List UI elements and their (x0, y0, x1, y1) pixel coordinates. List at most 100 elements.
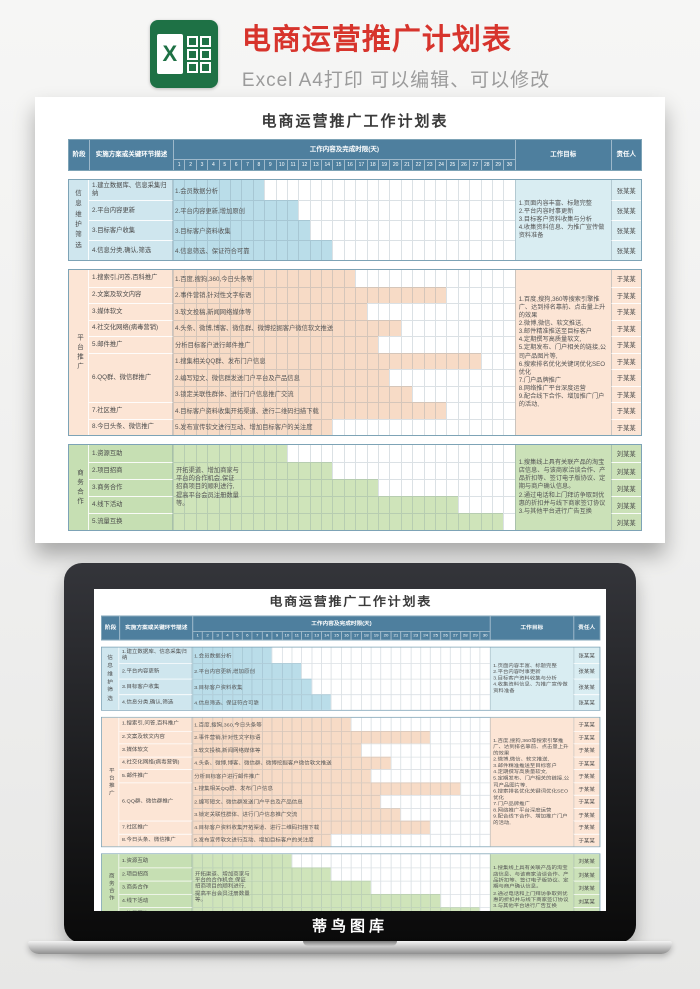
desc-cell: 5.流量互换 (89, 513, 173, 530)
gantt-bar-cell (390, 807, 401, 821)
gantt-bar-cell (446, 352, 458, 369)
gantt-cell (480, 369, 492, 386)
gantt-bar-cell (173, 303, 185, 320)
gantt-bar-cell (271, 717, 282, 731)
gantt-bar-cell (261, 867, 272, 881)
gantt-bar-cell (380, 907, 391, 911)
gantt-cell (286, 445, 298, 462)
gantt-cell (360, 663, 371, 679)
gantt-cell (503, 240, 515, 260)
gantt-cell (420, 743, 431, 757)
gantt-cell (503, 270, 514, 287)
gantt-bar-cell (275, 402, 287, 419)
gantt-bar-cell (252, 240, 265, 260)
gantt-cell (469, 445, 480, 462)
gantt-cell (430, 717, 440, 731)
gantt-bar-cell (275, 385, 287, 402)
gantt-bar-cell (380, 730, 391, 744)
desc-cell: 2.文案及软文内容 (119, 730, 193, 744)
gantt-cell (479, 663, 490, 679)
gantt-bar-cell (281, 663, 292, 679)
section-block: 信息维护筛选 1.建立数据库、信息采集归纳 2.平台内容更新 3.目标客户收集 4.信息… (101, 646, 601, 711)
day-label: 25 (446, 159, 458, 170)
gantt-bar-cell (400, 385, 413, 402)
gantt-cell (423, 336, 435, 353)
gantt-bar-cell (286, 369, 299, 386)
day-label: 29 (469, 631, 480, 640)
gantt-bar-cell (390, 907, 401, 911)
gantt-cell (400, 369, 413, 386)
gantt-bar-cell (311, 717, 322, 731)
gantt-bar-cell (241, 270, 253, 287)
gantt-cell (366, 220, 379, 240)
gantt-bar-cell (202, 833, 213, 847)
stage-label: 平台推广 (101, 717, 120, 847)
gantt-bar-cell (202, 663, 213, 679)
gantt-cell (479, 756, 490, 770)
gantt-cell (410, 794, 421, 808)
gantt-bar-cell (212, 730, 223, 744)
goal-cell: 1.页面内容丰富、标题完整 2.平台内容时事更新 3.目标客户资料收集与分析 4.收集… (514, 180, 611, 260)
gantt-cell (311, 663, 322, 679)
gantt-bar-cell (331, 756, 341, 770)
col-header-stage: 阶段 (69, 140, 89, 170)
gantt-bar-cell (309, 303, 322, 320)
gantt-cell (370, 678, 381, 695)
gantt-bar-cell (251, 769, 262, 783)
gantt-bar-cell (343, 352, 356, 369)
gantt-bar-cell (252, 418, 265, 435)
gantt-cell (479, 907, 490, 911)
gantt-cell (400, 807, 411, 821)
gantt-cell (434, 240, 447, 260)
gantt-cell (400, 717, 410, 731)
gantt-bar-cell (298, 418, 310, 435)
gantt-cell (389, 445, 400, 462)
gantt-cell (350, 647, 361, 664)
gantt-cell (434, 180, 446, 200)
gantt-bar-cell (271, 907, 282, 911)
gantt-cell (370, 663, 381, 679)
desc-cell: 4.社交化网络(病毒营销) (119, 756, 193, 770)
page-header: X 电商运营推广计划表 Excel A4打印 可以编辑、可以修改 (0, 0, 700, 95)
day-label: 12 (298, 159, 310, 170)
gantt-bar-cell (311, 880, 322, 894)
gantt-cell (400, 647, 410, 664)
gantt-cell (410, 717, 420, 731)
gantt-cell (469, 880, 480, 894)
gantt-bar-cell (298, 462, 310, 479)
gantt-bar-cell (332, 303, 344, 320)
gantt-bar-cell (212, 893, 223, 908)
gantt-bar-cell (207, 319, 219, 336)
gantt-cell (469, 336, 481, 353)
gantt-cell (332, 240, 344, 260)
gantt-bar-cell (231, 867, 242, 881)
gantt-bar-cell (195, 240, 208, 260)
gantt-bar-cell (311, 743, 322, 757)
laptop-screen: 电商运营推广工作计划表 阶段 实施方案或关键环节描述 工作内容及完成时限(天) 1 2 3 4… (94, 589, 606, 911)
gantt-bar-cell (343, 303, 356, 320)
goal-line: 1.页面内容丰富、标题完整 (493, 662, 557, 669)
gantt-bar-cell (261, 833, 272, 847)
gantt-bar-cell (252, 180, 265, 200)
day-label: 8 (261, 631, 272, 640)
gantt-cell (309, 180, 321, 200)
gantt-cell (430, 663, 441, 679)
gantt-cell (412, 369, 424, 386)
gantt-bar-cell (366, 352, 379, 369)
gantt-cell (389, 369, 401, 386)
gantt-cell (291, 854, 301, 868)
gantt-cell (459, 867, 470, 881)
gantt-bar-cell (192, 647, 203, 664)
gantt-bar-cell (207, 303, 219, 320)
gantt-bar-cell (241, 807, 252, 821)
gantt-bar-cell (355, 319, 367, 336)
gantt-bar-cell (281, 880, 292, 894)
gantt-cell (366, 418, 379, 435)
gantt-bar-cell (420, 893, 431, 908)
gantt-cell (480, 303, 492, 320)
gantt-cell (390, 867, 401, 881)
gantt-bar-cell (298, 303, 310, 320)
desc-cell: 1.资源互助 (119, 854, 193, 868)
gantt-bar-cell (309, 286, 322, 303)
owner-cell: 于某某 (573, 807, 600, 821)
